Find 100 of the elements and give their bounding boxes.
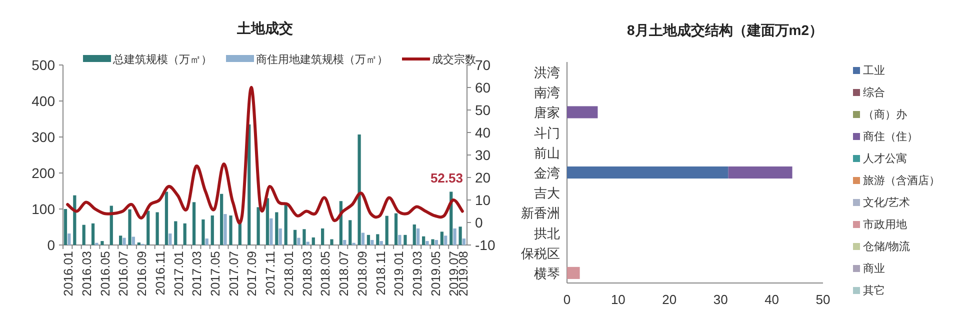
x-tick-label: 2017.05 xyxy=(208,250,222,296)
bar xyxy=(567,266,580,279)
bar xyxy=(146,210,150,245)
bar xyxy=(567,106,598,118)
x-tick-label: 2019.03 xyxy=(410,250,424,296)
bar xyxy=(343,240,346,245)
bar xyxy=(416,228,420,245)
y-tick-label: 吉大 xyxy=(534,186,560,201)
bar xyxy=(82,224,86,245)
legend-label: 总建筑规模（万㎡） xyxy=(112,53,212,66)
x-tick-label: 2019.05 xyxy=(428,250,443,296)
x-tick-label: 2017.11 xyxy=(264,250,278,296)
bar xyxy=(302,229,306,245)
legend-label: 人才公寓 xyxy=(863,152,907,165)
bar xyxy=(312,237,315,245)
bar xyxy=(348,220,352,245)
bar xyxy=(370,240,374,245)
legend-label: 综合 xyxy=(863,86,885,99)
bar xyxy=(278,228,282,245)
y-tick-label: 保税区 xyxy=(521,246,560,261)
y-tick-label: 唐家 xyxy=(534,105,560,120)
y-tick-label: 新香洲 xyxy=(521,206,560,221)
y-tick-label: 拱北 xyxy=(534,226,560,241)
bar xyxy=(385,216,388,245)
bar xyxy=(453,228,456,245)
bar xyxy=(398,234,402,245)
y-tick-label: 洪湾 xyxy=(534,65,560,80)
bar xyxy=(431,239,434,245)
chart-title: 8月土地成交结构（建面万m2） xyxy=(626,22,824,38)
legend-label: 市政用地 xyxy=(863,218,907,231)
bar xyxy=(224,214,227,245)
y2-tick-label: 60 xyxy=(475,80,491,96)
y-tick-label: 南湾 xyxy=(534,85,560,100)
bar xyxy=(366,234,370,245)
bar xyxy=(229,215,232,245)
legend-label: 旅游（含酒店） xyxy=(863,174,940,187)
bar xyxy=(183,223,186,245)
bar xyxy=(567,166,728,179)
bar xyxy=(321,228,324,245)
bar xyxy=(422,236,426,245)
x-tick-label: 40 xyxy=(764,292,780,307)
bar xyxy=(376,234,380,245)
y2-tick-label: 20 xyxy=(475,170,491,186)
bar xyxy=(168,233,172,245)
bar xyxy=(361,232,365,245)
bar xyxy=(132,236,135,245)
bar xyxy=(192,202,196,245)
y2-tick-label: -10 xyxy=(475,237,496,253)
bar xyxy=(137,242,140,245)
bar xyxy=(330,239,334,245)
x-tick-label: 2017.09 xyxy=(245,250,260,296)
y-tick-label: 0 xyxy=(47,237,56,253)
bar xyxy=(68,233,71,245)
x-tick-label: 2016.11 xyxy=(153,250,168,296)
bar xyxy=(202,219,205,245)
bar xyxy=(284,205,288,245)
x-tick-label: 2016.05 xyxy=(98,250,112,296)
x-tick-label: 2016.01 xyxy=(62,250,76,296)
bar xyxy=(434,240,438,245)
bar xyxy=(444,236,448,245)
y-tick-label: 前山 xyxy=(534,145,560,160)
x-tick-label: 30 xyxy=(713,292,728,307)
y-tick-label: 100 xyxy=(32,201,56,217)
x-tick-label: 2017.01 xyxy=(172,250,186,296)
bar xyxy=(404,234,407,245)
x-tick-label: 2018.07 xyxy=(337,250,352,296)
bar xyxy=(306,242,310,245)
legend-label: 文化/艺术 xyxy=(863,196,910,209)
bar xyxy=(122,238,126,245)
legend-label: 商业 xyxy=(863,262,885,275)
y-tick-label: 300 xyxy=(32,129,56,145)
x-tick-label: 2016.09 xyxy=(135,250,150,296)
x-tick-label: 2016.03 xyxy=(80,250,94,296)
bar xyxy=(64,209,68,245)
bar xyxy=(440,232,444,245)
y2-tick-label: 10 xyxy=(475,192,491,208)
y2-tick-label: 50 xyxy=(475,102,491,118)
bar xyxy=(91,223,95,245)
bar xyxy=(358,134,361,245)
bar xyxy=(164,192,168,245)
legend-label: 商住用地建筑规模（万㎡） xyxy=(256,53,388,66)
bar xyxy=(256,207,260,245)
y2-tick-label: 70 xyxy=(475,57,491,73)
bar xyxy=(100,241,104,245)
x-tick-label: 20 xyxy=(662,292,677,307)
x-tick-label: 0 xyxy=(563,292,571,307)
x-tick-label: 2018.03 xyxy=(300,250,314,296)
legend-label: 其它 xyxy=(863,284,885,297)
bar xyxy=(156,212,159,245)
bar xyxy=(128,209,132,245)
x-tick-label: 10 xyxy=(610,292,626,307)
bar xyxy=(119,236,122,245)
y-tick-label: 斗门 xyxy=(534,125,560,140)
y-tick-label: 500 xyxy=(32,57,56,73)
x-tick-label: 2016.07 xyxy=(116,250,131,296)
x-tick-label: 2018.05 xyxy=(318,250,333,296)
x-tick-label: 2019.01 xyxy=(392,250,406,296)
bar xyxy=(394,213,398,245)
x-tick-label: 2018.01 xyxy=(282,250,296,296)
chart-title: 土地成交 xyxy=(236,20,293,36)
